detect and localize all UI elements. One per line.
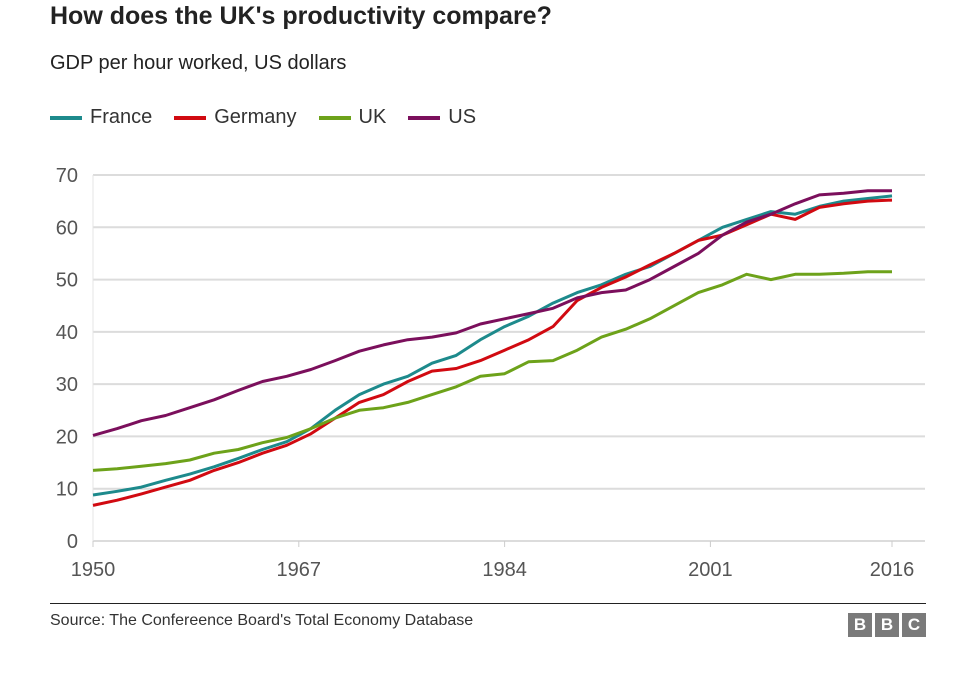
y-tick-label: 0 bbox=[67, 531, 78, 553]
legend-label: Germany bbox=[214, 106, 297, 128]
series-line-us bbox=[92, 189, 892, 437]
y-tick-label: 30 bbox=[56, 374, 78, 396]
logo-letter: B bbox=[875, 613, 899, 637]
logo-letter: B bbox=[848, 613, 872, 637]
legend-label: France bbox=[90, 106, 153, 128]
legend-label: UK bbox=[358, 106, 387, 128]
x-tick-label: 1967 bbox=[277, 559, 322, 581]
y-tick-label: 10 bbox=[56, 479, 78, 501]
legend-item-france: France bbox=[50, 106, 152, 129]
x-tick-label: 1984 bbox=[482, 559, 527, 581]
legend: France Germany UK US bbox=[50, 106, 498, 129]
x-tick-label: 2016 bbox=[870, 559, 915, 581]
bbc-logo: B B C bbox=[848, 613, 926, 637]
line-chart: 0 10 20 30 40 50 60 70 1950 1967 1984 2001 2016 bbox=[56, 165, 925, 581]
legend-item-us: US bbox=[408, 106, 476, 129]
legend-item-uk: UK bbox=[318, 106, 387, 129]
y-tick-label: 70 bbox=[56, 165, 78, 187]
y-tick-label: 40 bbox=[56, 322, 78, 344]
chart-title: How does the UK's productivity compare? bbox=[50, 2, 552, 30]
legend-item-germany: Germany bbox=[174, 106, 297, 129]
legend-label: US bbox=[448, 106, 477, 128]
logo-letter: C bbox=[902, 613, 926, 637]
x-tick-label: 1950 bbox=[71, 559, 116, 581]
x-tick-label: 2001 bbox=[688, 559, 733, 581]
legend-swatch bbox=[174, 115, 207, 120]
legend-swatch bbox=[50, 115, 82, 120]
y-tick-label: 20 bbox=[56, 426, 78, 448]
series-line-uk bbox=[92, 270, 892, 472]
legend-swatch bbox=[318, 115, 351, 120]
series-line-germany bbox=[92, 198, 893, 507]
y-tick-label: 60 bbox=[56, 217, 78, 239]
source-divider bbox=[50, 603, 926, 604]
legend-swatch bbox=[408, 115, 441, 120]
y-tick-label: 50 bbox=[56, 270, 78, 292]
source-note: Source: The Confereence Board's Total Ec… bbox=[50, 612, 474, 629]
chart-subtitle: GDP per hour worked, US dollars bbox=[50, 52, 347, 74]
series-line-france bbox=[92, 194, 893, 497]
